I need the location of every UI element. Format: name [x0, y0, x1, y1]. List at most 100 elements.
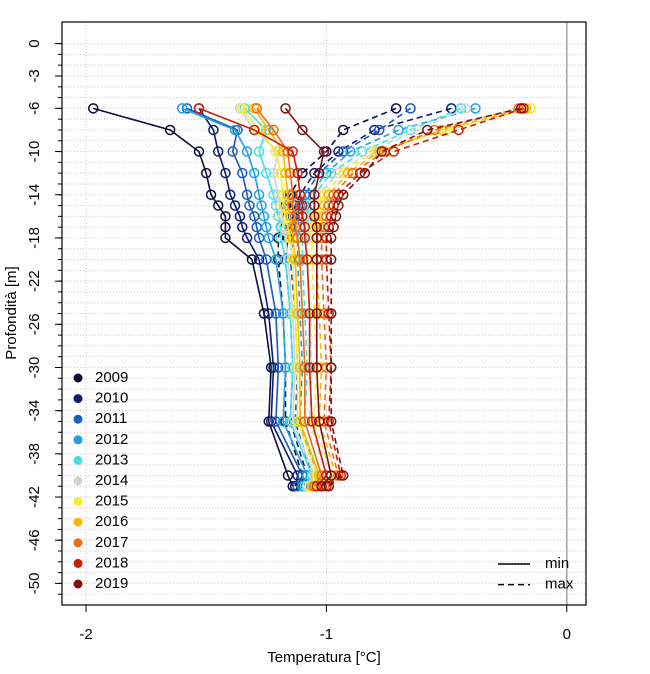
min-point [313, 167, 325, 179]
min-point [311, 362, 323, 373]
max-point [337, 470, 349, 481]
max-line [315, 107, 527, 487]
max-point [337, 146, 349, 157]
y-tick-label: -34 [26, 400, 43, 422]
min-point [237, 103, 248, 114]
y-tick-label: -46 [26, 529, 43, 551]
min-line [92, 107, 294, 487]
max-point [393, 124, 404, 136]
legend-marker [73, 558, 83, 568]
min-point [249, 124, 260, 136]
legend-label: 2013 [95, 451, 128, 468]
min-point [316, 480, 327, 492]
min-point [297, 211, 308, 222]
max-point [325, 362, 337, 373]
min-point [212, 146, 224, 157]
y-axis-title: Profondità [m] [3, 266, 20, 359]
legend-marker [73, 435, 83, 445]
min-point [297, 200, 308, 211]
legend-label: 2014 [95, 472, 128, 489]
min-point [311, 254, 323, 265]
max-point [333, 200, 344, 211]
y-tick-label: -6 [26, 102, 43, 115]
max-point [325, 211, 337, 222]
min-point [234, 211, 246, 222]
legend-label: 2015 [95, 493, 128, 510]
min-point [270, 416, 282, 427]
y-tick-label: -42 [26, 486, 43, 508]
min-point [244, 200, 255, 211]
min-point [309, 189, 320, 200]
min-point [220, 167, 231, 179]
max-point [369, 124, 380, 136]
min-point [297, 124, 308, 136]
max-point [328, 221, 339, 233]
max-point [323, 480, 335, 492]
min-point [253, 146, 265, 157]
max-point [422, 124, 433, 136]
min-line [256, 107, 323, 487]
x-axis-title: Temperatura [°C] [267, 649, 381, 666]
min-point [309, 211, 320, 222]
max-point [337, 189, 349, 200]
min-point [289, 211, 301, 222]
min-point [205, 189, 217, 200]
min-point [253, 254, 265, 265]
legend-label: 2016 [95, 513, 128, 530]
max-point [345, 146, 356, 157]
min-point [285, 167, 296, 179]
min-point [280, 103, 291, 114]
min-point [292, 167, 303, 179]
min-point [253, 189, 265, 200]
max-point [470, 103, 481, 114]
min-point [87, 103, 99, 114]
max-point [446, 103, 457, 114]
min-point [313, 416, 325, 427]
y-tick-label: 0 [26, 39, 43, 47]
min-point [241, 146, 253, 157]
min-point [268, 167, 279, 179]
min-point [309, 200, 320, 211]
max-point [405, 124, 416, 136]
min-point [176, 103, 188, 114]
max-point [325, 416, 337, 427]
max-point [325, 254, 337, 265]
max-line [320, 107, 519, 487]
legend-marker [73, 455, 83, 465]
min-point [249, 167, 260, 179]
min-point [273, 362, 284, 373]
min-point [311, 221, 323, 233]
min-point [229, 200, 241, 211]
max-point [325, 167, 337, 179]
legend-label: min [545, 555, 569, 572]
min-point [304, 362, 315, 373]
min-point [220, 211, 231, 222]
min-point [241, 189, 253, 200]
legend-label: 2012 [95, 431, 128, 448]
y-tick-label: -3 [26, 69, 43, 82]
min-line [253, 107, 321, 487]
min-point [311, 232, 323, 244]
min-point [311, 308, 323, 319]
y-tick-label: -26 [26, 313, 43, 335]
min-point [256, 200, 267, 211]
max-point [405, 103, 416, 114]
min-point [263, 232, 274, 244]
legend-label: 2019 [95, 575, 128, 592]
min-line [244, 107, 313, 487]
min-point [200, 167, 212, 179]
min-line [198, 107, 328, 487]
min-point [212, 200, 224, 211]
y-tick-label: -10 [26, 141, 43, 163]
min-point [318, 146, 330, 157]
legend-marker [73, 517, 83, 527]
min-point [193, 146, 205, 157]
min-point [325, 470, 337, 481]
max-point [376, 146, 387, 157]
max-point [342, 167, 354, 179]
y-tick-label: -30 [26, 357, 43, 379]
y-tick-label: -50 [26, 573, 43, 595]
legend-marker [73, 476, 83, 486]
max-point [325, 308, 337, 319]
y-tick-label: -18 [26, 227, 43, 249]
